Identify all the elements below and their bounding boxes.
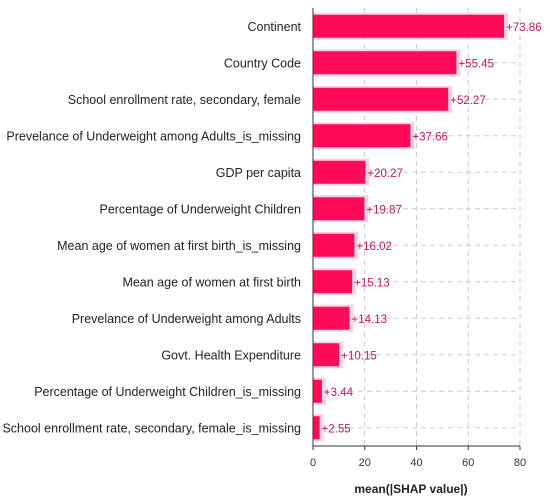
- x-axis-ticks: 0 20 40 60 80: [310, 446, 526, 469]
- value-label: +2.55: [322, 423, 351, 435]
- bars: [313, 12, 509, 442]
- bar: [313, 233, 355, 257]
- bar: [313, 197, 365, 221]
- bar: [313, 51, 457, 75]
- value-label: +52.27: [450, 95, 486, 107]
- value-label: +73.86: [506, 22, 542, 34]
- x-tick-label: 40: [410, 457, 422, 469]
- category-labels: Continent Country Code School enrollment r…: [2, 20, 301, 436]
- category-label: Percentage of Underweight Children_is_mi…: [34, 385, 301, 399]
- category-label: Country Code: [224, 56, 301, 70]
- x-tick-label: 0: [310, 457, 316, 469]
- x-axis-title: mean(|SHAP value|): [354, 482, 467, 496]
- category-label: Prevelance of Underweight among Adults_i…: [6, 129, 301, 143]
- value-label: +3.44: [324, 387, 354, 399]
- value-label: +19.87: [366, 204, 402, 216]
- value-label: +20.27: [367, 168, 403, 180]
- grid-lines: [313, 8, 521, 446]
- category-label: School enrollment rate, secondary, femal…: [2, 421, 301, 435]
- value-labels: +73.86 +55.45 +52.27 +37.66 +20.27 +19.87 +16.…: [322, 22, 542, 436]
- x-tick-label: 20: [359, 457, 371, 469]
- bar: [313, 14, 505, 38]
- value-label: +14.13: [352, 314, 388, 326]
- bar: [313, 343, 340, 367]
- value-label: +10.15: [341, 350, 377, 362]
- value-label: +16.02: [356, 241, 392, 253]
- category-label: Percentage of Underweight Children: [99, 202, 301, 216]
- category-label: Continent: [247, 20, 301, 34]
- bar: [313, 416, 320, 440]
- value-label: +55.45: [458, 58, 494, 70]
- bar: [313, 87, 449, 111]
- bar: [313, 306, 350, 330]
- category-label: Mean age of women at first birth_is_miss…: [57, 239, 301, 253]
- bar: [313, 160, 366, 184]
- value-label: +37.66: [412, 131, 448, 143]
- category-label: GDP per capita: [216, 166, 301, 180]
- x-tick-label: 60: [462, 457, 474, 469]
- category-label: Govt. Health Expenditure: [161, 348, 301, 362]
- category-label: Mean age of women at first birth: [122, 275, 301, 289]
- bar: [313, 124, 411, 148]
- category-label: School enrollment rate, secondary, femal…: [68, 93, 301, 107]
- x-tick-label: 80: [514, 457, 526, 469]
- bar: [313, 270, 353, 294]
- value-label: +15.13: [354, 277, 390, 289]
- category-label: Prevelance of Underweight among Adults: [72, 312, 301, 326]
- bar: [313, 379, 322, 403]
